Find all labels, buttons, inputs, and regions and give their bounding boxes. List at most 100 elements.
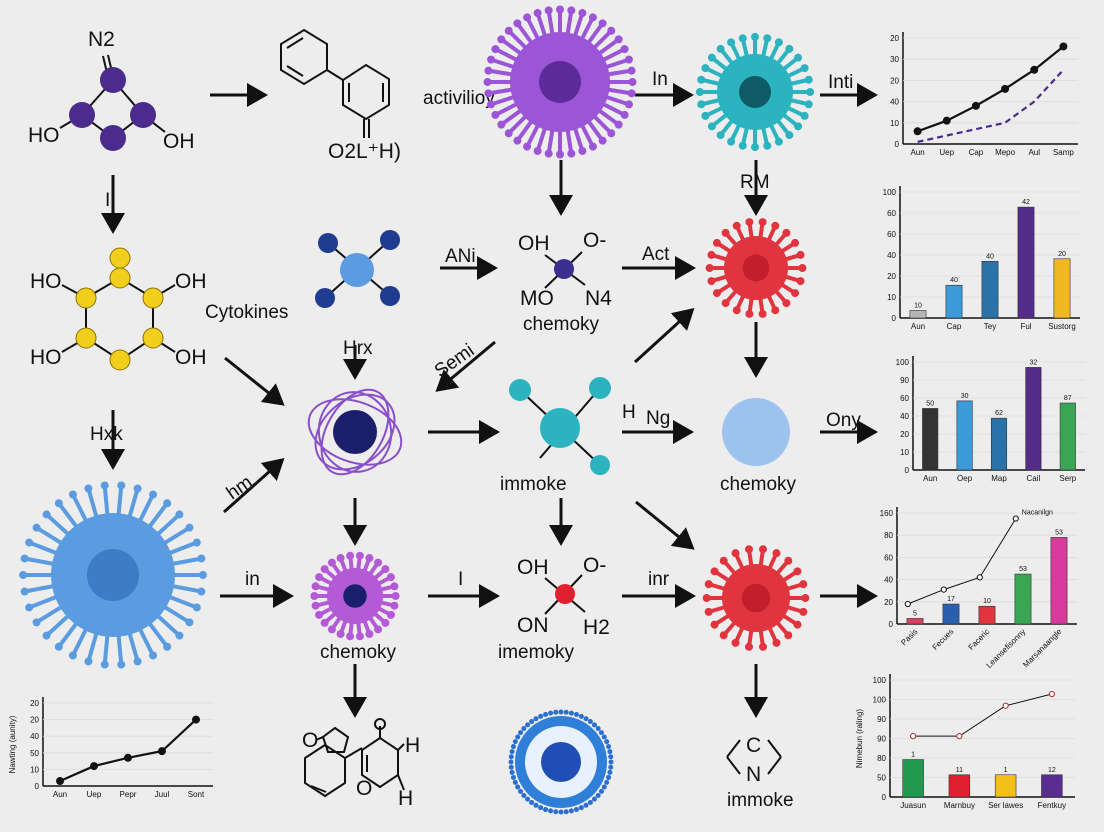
y-tick-label: 20: [30, 716, 39, 725]
line-series: [59, 718, 197, 783]
x-tick-label: Aun: [911, 322, 925, 331]
label-oh: OH: [518, 232, 550, 255]
spike-tip: [800, 111, 809, 120]
ring-dot: [598, 788, 604, 794]
spike-tip: [533, 9, 542, 18]
ring-dot: [509, 769, 515, 775]
line-series: [917, 69, 1065, 143]
ring-dot: [558, 809, 564, 815]
x-tick-label: Aun: [923, 474, 937, 483]
spike-tip: [533, 146, 542, 155]
ring-dot: [512, 739, 518, 745]
label-imemoky: imemoky: [498, 642, 575, 663]
y-tick-label: 90: [877, 715, 886, 724]
line-series: [917, 45, 1065, 133]
label-cytokines: Cytokines: [205, 302, 288, 323]
spike-tip: [523, 13, 532, 22]
spike-tip: [386, 573, 395, 582]
spike-tip: [799, 607, 808, 616]
data-label: 40: [950, 277, 958, 284]
data-label: 40: [986, 253, 994, 260]
line-point: [1001, 84, 1010, 93]
spike-tip: [710, 620, 719, 629]
ring-immoke: [726, 739, 782, 775]
label-ony: Ony: [826, 410, 861, 431]
x-tick-label: Aun: [53, 790, 67, 799]
ring-dot: [578, 713, 584, 719]
cell-blue-ring: [508, 709, 614, 815]
spike-tip: [365, 629, 374, 638]
bar: [981, 260, 999, 319]
ring-dot: [510, 774, 516, 780]
spike-tip: [620, 45, 629, 54]
spike-tip: [794, 122, 803, 131]
spike-tip: [745, 218, 754, 227]
chart-line-bottom-left: 0 10 50 40 20 20 Nawting (aunity) Aun Uep Pepr Juu…: [8, 697, 213, 799]
nucleus: [741, 583, 771, 613]
spike-tip: [759, 545, 768, 554]
label-act: Act: [642, 244, 670, 265]
ring-dot: [553, 709, 559, 715]
spike-tip: [719, 631, 728, 640]
spike-tip: [607, 26, 616, 35]
x-tick-label: Pepr: [120, 790, 137, 799]
ring-dot: [538, 713, 544, 719]
y-tick-label: 10: [900, 448, 909, 457]
ring-dot: [548, 710, 554, 716]
line-point: [913, 127, 922, 136]
x-tick-label: Juasun: [900, 801, 926, 810]
ring-dot: [563, 809, 569, 815]
data-label: 42: [1022, 199, 1030, 206]
bar: [978, 605, 996, 625]
spike-tip: [771, 306, 780, 315]
ring-dot: [529, 799, 535, 805]
arrow: [223, 458, 285, 514]
spike-tip: [25, 538, 34, 547]
label-hxk: Hxk: [90, 424, 123, 445]
spike-tip: [707, 250, 716, 259]
label-mo: MO: [520, 287, 554, 310]
spike-tip: [702, 594, 711, 602]
x-tick-label: Fentkuy: [1038, 801, 1066, 810]
line-point: [56, 777, 64, 786]
spike-tip: [491, 45, 500, 54]
ring-dot: [598, 730, 604, 736]
bar: [994, 774, 1017, 798]
y-tick-label: 160: [880, 509, 894, 518]
spike-tip: [772, 549, 781, 558]
ring-dot: [558, 709, 564, 715]
y-tick-label: 0: [889, 620, 894, 629]
spike-tip: [163, 642, 172, 651]
x-tick-label: Pasis: [899, 627, 919, 647]
spike-tip: [100, 481, 109, 490]
molecule-imemoky: [544, 574, 586, 615]
spike-tip: [707, 53, 716, 62]
spike-tip: [598, 19, 607, 28]
data-label: 10: [914, 302, 922, 309]
data-label: 11: [956, 767, 963, 774]
ring-dot: [515, 734, 521, 740]
line-point: [1002, 702, 1009, 709]
ring-dot: [509, 749, 515, 755]
molecule-bottom: [304, 726, 405, 798]
bar: [1017, 206, 1035, 319]
ring-dot: [578, 805, 584, 811]
spike-tip: [695, 88, 704, 96]
y-tick-label: 80: [884, 531, 893, 540]
bar: [1050, 537, 1068, 625]
arrow: [224, 356, 285, 406]
bar: [1059, 402, 1076, 471]
ring-dot: [563, 709, 569, 715]
y-tick-label: 40: [30, 732, 39, 741]
label-immoke: immoke: [500, 474, 567, 495]
line-point: [1030, 65, 1039, 74]
line-point: [1059, 42, 1068, 51]
spike-tip: [390, 601, 399, 610]
bar: [1041, 774, 1063, 798]
data-label: 1: [911, 752, 915, 759]
spike-tip: [185, 523, 194, 532]
spike-tip: [365, 554, 374, 563]
spike-tip: [54, 642, 63, 651]
spike-tip: [774, 137, 783, 146]
